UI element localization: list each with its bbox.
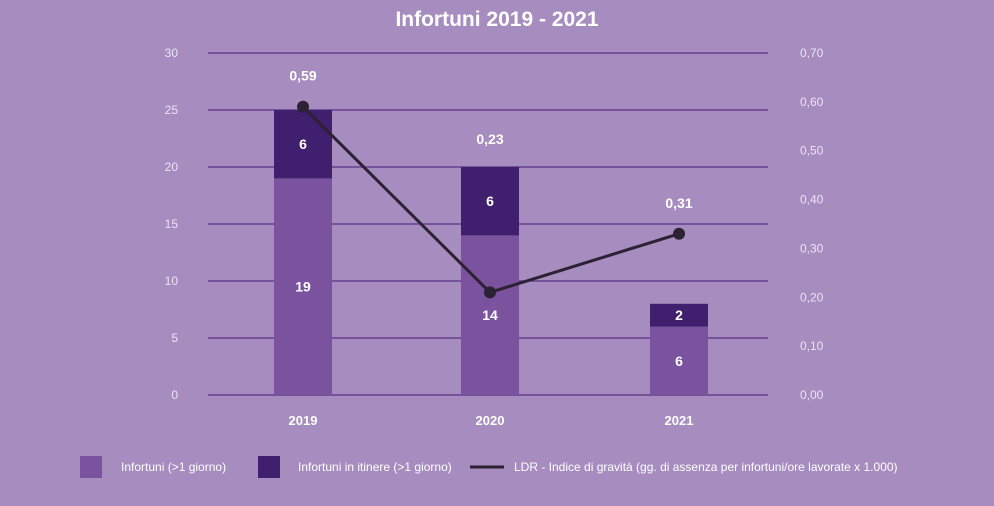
y-right-tick-label: 0,50 xyxy=(800,144,824,158)
chart-title: Infortuni 2019 - 2021 xyxy=(395,8,598,31)
legend-swatch-infortuni xyxy=(80,456,102,478)
ldr-point xyxy=(484,286,496,299)
y-left-tick-label: 0 xyxy=(171,388,178,402)
y-left-tick-label: 20 xyxy=(165,160,179,174)
y-right-tick-label: 0,30 xyxy=(800,241,824,255)
bar-data-label: 14 xyxy=(482,307,498,323)
bar-infortuni-itinere xyxy=(461,167,519,236)
ldr-data-label: 0,23 xyxy=(476,131,503,147)
bar-data-label: 2 xyxy=(675,307,683,323)
x-tick-label: 2021 xyxy=(665,413,694,428)
y-left-tick-label: 25 xyxy=(165,103,179,117)
y-left-tick-label: 30 xyxy=(165,46,179,60)
y-right-tick-label: 0,60 xyxy=(800,95,824,109)
ldr-point xyxy=(297,100,309,113)
legend-swatch-itinere xyxy=(258,456,280,478)
bar-data-label: 19 xyxy=(295,279,311,295)
y-right-tick-label: 0,40 xyxy=(800,193,824,207)
y-left-tick-label: 10 xyxy=(165,274,179,288)
y-left-tick-label: 5 xyxy=(171,331,178,345)
bar-data-label: 6 xyxy=(299,136,307,152)
x-tick-label: 2019 xyxy=(289,413,318,428)
legend-label-ldr: LDR - Indice di gravità (gg. di assenza … xyxy=(514,460,898,474)
bar-infortuni xyxy=(274,178,332,395)
bar-data-label: 6 xyxy=(675,353,683,369)
y-right-tick-label: 0,10 xyxy=(800,339,824,353)
bar-infortuni-itinere xyxy=(650,303,708,327)
legend-label-infortuni: Infortuni (>1 giorno) xyxy=(121,460,226,474)
y-left-tick-label: 15 xyxy=(165,217,179,231)
x-tick-label: 2020 xyxy=(476,413,505,428)
y-right-tick-label: 0,00 xyxy=(800,388,824,402)
ldr-data-label: 0,31 xyxy=(665,195,692,211)
bar-infortuni-itinere xyxy=(274,110,332,179)
bar-infortuni xyxy=(461,235,519,395)
ldr-data-label: 0,59 xyxy=(289,68,316,84)
y-right-tick-label: 0,20 xyxy=(800,290,824,304)
ldr-point xyxy=(673,227,685,240)
bar-infortuni xyxy=(650,326,708,395)
legend-label-itinere: Infortuni in itinere (>1 giorno) xyxy=(298,460,452,474)
bar-data-label: 6 xyxy=(486,193,494,209)
y-right-tick-label: 0,70 xyxy=(800,46,824,60)
